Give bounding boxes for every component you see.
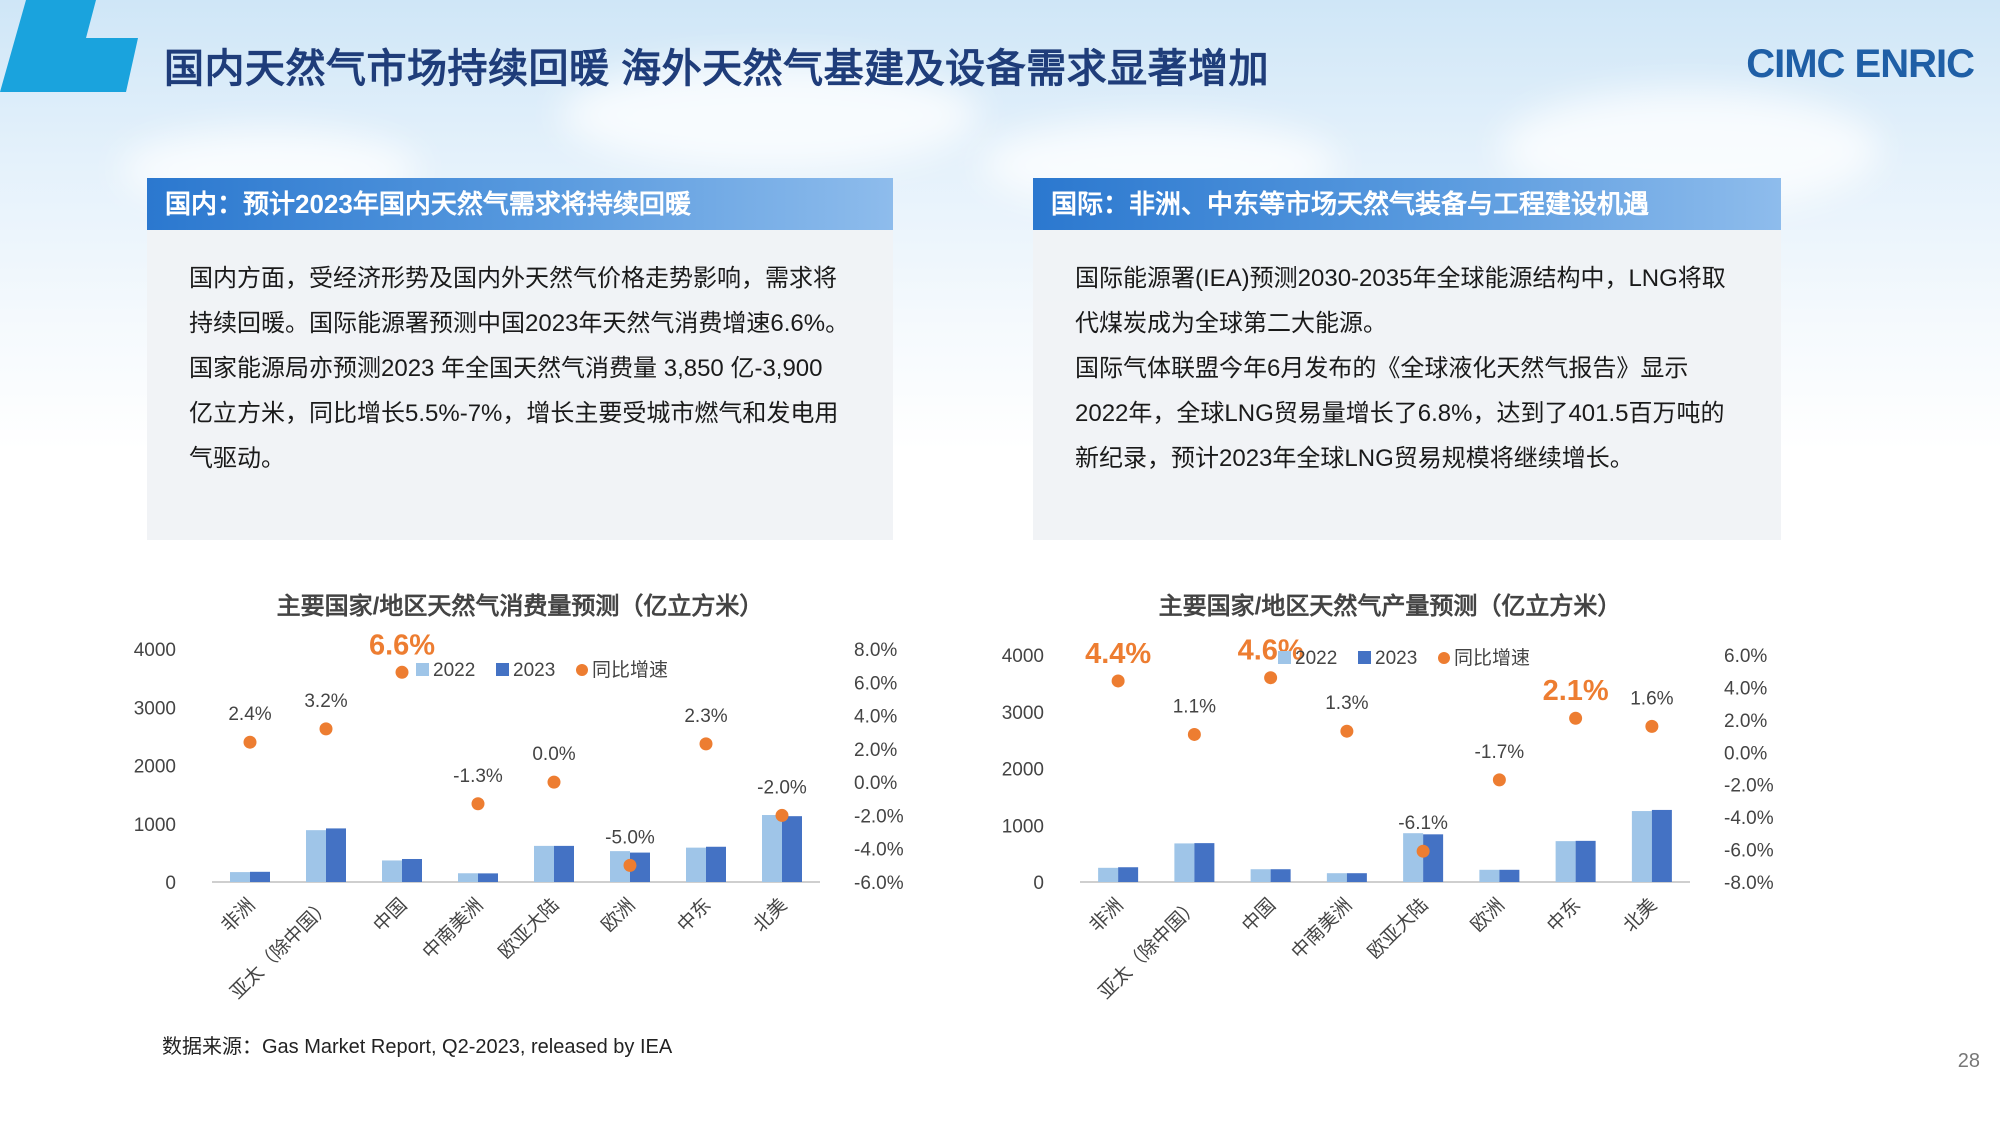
x-category-label: 中国	[369, 894, 411, 936]
y-right-tick-label: -6.0%	[854, 873, 904, 894]
growth-rate-point	[775, 808, 789, 822]
growth-rate-point	[623, 858, 637, 872]
growth-rate-point	[243, 735, 257, 749]
bar-2023	[630, 852, 650, 882]
growth-rate-point	[547, 775, 561, 789]
bar-2022	[382, 860, 402, 882]
bar-2023	[478, 873, 498, 882]
growth-rate-data-label: 2.3%	[684, 706, 727, 727]
company-logo: CIMC ENRIC	[1746, 42, 1975, 86]
international-card-heading: 国际：非洲、中东等市场天然气装备与工程建设机遇	[1033, 178, 1781, 230]
international-paragraph: 国际能源署(IEA)预测2030-2035年全球能源结构中，LNG将取代煤炭成为…	[1075, 265, 1726, 337]
domestic-paragraph: 国家能源局亦预测2023 年全国天然气消费量 3,850 亿-3,900 亿立方…	[189, 355, 839, 472]
growth-rate-data-label: -2.0%	[757, 777, 807, 798]
bar-2022	[686, 847, 706, 882]
bar-2023	[706, 846, 726, 882]
growth-rate-data-label: -5.0%	[605, 827, 655, 848]
bar-2023	[782, 816, 802, 882]
y-left-tick-label: 2000	[134, 757, 176, 778]
x-category-label: 中南美洲	[418, 894, 487, 963]
corner-decoration	[0, 0, 138, 92]
legend-label-2023: 2023	[513, 660, 555, 681]
domestic-card-heading: 国内：预计2023年国内天然气需求将持续回暖	[147, 178, 893, 230]
legend-label-2022: 2022	[433, 660, 475, 681]
y-right-tick-label: -4.0%	[854, 840, 904, 861]
domestic-info-card: 国内：预计2023年国内天然气需求将持续回暖 国内方面，受经济形势及国内外天然气…	[147, 178, 893, 540]
bar-2023	[554, 845, 574, 882]
growth-rate-point	[319, 722, 333, 736]
x-category-label: 欧亚大陆	[494, 894, 563, 963]
bar-2022	[610, 851, 630, 882]
growth-rate-point	[395, 665, 409, 679]
x-category-label: 非洲	[217, 894, 259, 936]
legend-swatch-2023	[496, 663, 509, 676]
legend-label-growth: 同比增速	[592, 659, 668, 681]
bar-2022	[534, 845, 554, 882]
y-right-tick-label: 8.0%	[854, 640, 897, 661]
domestic-card-body: 国内方面，受经济形势及国内外天然气价格走势影响，需求将持续回暖。国际能源署预测中…	[189, 256, 853, 481]
bar-2022	[762, 815, 782, 882]
bar-2023	[402, 858, 422, 882]
bar-2023	[250, 871, 270, 882]
bar-2023	[326, 828, 346, 882]
growth-rate-data-label: 6.6%	[369, 629, 435, 661]
data-source-note: 数据来源：Gas Market Report, Q2-2023, release…	[162, 1036, 673, 1058]
bar-2022	[458, 873, 478, 882]
x-category-label: 中东	[673, 894, 715, 936]
international-info-card: 国际：非洲、中东等市场天然气装备与工程建设机遇 国际能源署(IEA)预测2030…	[1033, 178, 1781, 540]
international-card-body: 国际能源署(IEA)预测2030-2035年全球能源结构中，LNG将取代煤炭成为…	[1075, 256, 1741, 481]
y-left-tick-label: 4000	[134, 640, 176, 661]
y-left-tick-label: 0	[165, 873, 176, 894]
growth-rate-data-label: 0.0%	[532, 744, 575, 765]
bar-2022	[230, 872, 250, 882]
production-chart-title: 主要国家/地区天然气产量预测（亿立方米）	[1158, 593, 1622, 620]
legend-swatch-2022	[416, 663, 429, 676]
domestic-paragraph: 国内方面，受经济形势及国内外天然气价格走势影响，需求将持续回暖。国际能源署预测中…	[189, 265, 850, 337]
page-number: 28	[1957, 1050, 1980, 1072]
growth-rate-data-label: 2.4%	[228, 704, 271, 725]
y-right-tick-label: 4.0%	[854, 707, 897, 728]
bar-2022	[306, 830, 326, 882]
growth-rate-point	[699, 737, 713, 751]
growth-rate-point	[471, 797, 485, 811]
y-right-tick-label: -2.0%	[854, 806, 904, 827]
y-left-tick-label: 1000	[134, 815, 176, 836]
international-paragraph: 国际气体联盟今年6月发布的《全球液化天然气报告》显示2022年，全球LNG贸易量…	[1075, 355, 1725, 472]
growth-rate-data-label: -1.3%	[453, 766, 503, 787]
y-right-tick-label: 0.0%	[854, 773, 897, 794]
background-cloud	[560, 60, 980, 170]
x-category-label: 北美	[749, 894, 791, 936]
growth-rate-data-label: 3.2%	[304, 691, 347, 712]
page-title: 国内天然气市场持续回暖 海外天然气基建及设备需求显著增加	[164, 47, 1270, 91]
y-left-tick-label: 3000	[134, 698, 176, 719]
y-right-tick-label: 2.0%	[854, 740, 897, 761]
consumption-chart-title: 主要国家/地区天然气消费量预测（亿立方米）	[276, 593, 764, 620]
x-category-label: 欧洲	[597, 894, 639, 936]
y-right-tick-label: 6.0%	[854, 673, 897, 694]
legend-swatch-growth	[576, 664, 588, 676]
